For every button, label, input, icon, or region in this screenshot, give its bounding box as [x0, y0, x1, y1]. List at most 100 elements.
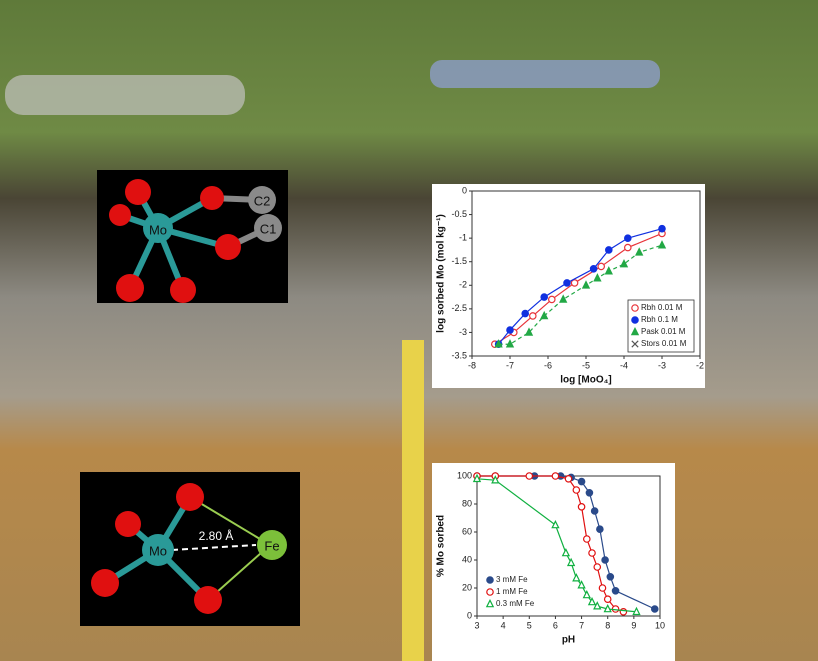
chart: -8 -7 -6 -5 -4 -3 -2 0 -0.5 -1 -1.5 -2 -2.5 -3 -3.5 log…	[432, 184, 705, 388]
legend-label: Rbh 0.1 M	[641, 315, 678, 324]
data-point	[564, 474, 573, 483]
legend-marker	[630, 326, 640, 336]
y-tick-label: -2.5	[451, 303, 467, 313]
x-tick-label: 5	[527, 620, 532, 630]
data-point	[623, 234, 632, 242]
legend-marker	[631, 340, 639, 348]
legend-marker	[486, 576, 494, 584]
x-tick-label: 7	[579, 620, 584, 630]
data-point	[525, 472, 534, 480]
data-point	[551, 519, 560, 529]
data-point	[572, 486, 581, 494]
x-tick-label: 9	[631, 620, 636, 630]
data-point	[658, 224, 666, 233]
data-point	[570, 279, 579, 287]
chart-background	[432, 463, 675, 661]
y-tick-label: 80	[462, 498, 472, 508]
data-point	[547, 295, 556, 304]
y-tick-label: -1	[459, 233, 467, 243]
measuring-tape	[402, 340, 424, 661]
data-point	[506, 326, 514, 334]
x-tick-label: -5	[582, 360, 590, 370]
legend-label: Pask 0.01 M	[641, 327, 686, 336]
y-tick-label: 0	[467, 610, 472, 620]
data-point	[572, 573, 581, 582]
x-tick-label: -7	[506, 360, 514, 370]
x-axis-label: pH	[562, 635, 575, 646]
legend-label: Stors 0.01 M	[641, 339, 687, 348]
data-point	[551, 472, 560, 480]
data-point	[566, 557, 576, 567]
data-point	[582, 535, 591, 543]
atom-label: Mo	[149, 543, 167, 558]
data-point	[582, 589, 591, 599]
y-tick-label: -0.5	[451, 209, 467, 219]
legend-label: 3 mM Fe	[496, 575, 528, 584]
legend-marker	[486, 588, 494, 596]
data-point	[597, 262, 606, 271]
data-point	[590, 507, 599, 515]
data-point	[561, 547, 571, 557]
y-tick-label: 60	[462, 526, 472, 536]
data-point	[472, 473, 482, 483]
x-tick-label: -2	[696, 360, 704, 370]
data-point	[588, 549, 596, 557]
data-point	[491, 475, 500, 484]
legend-label: 0.3 mM Fe	[496, 599, 535, 608]
data-point	[524, 327, 534, 336]
y-tick-label: -2	[459, 280, 467, 290]
x-tick-label: -3	[658, 360, 666, 370]
data-point	[598, 584, 607, 592]
y-tick-label: 20	[462, 582, 472, 592]
data-point	[604, 246, 613, 254]
data-point	[632, 606, 641, 616]
x-tick-label: 4	[501, 620, 506, 630]
legend-marker	[631, 304, 639, 312]
legend: 3 mM Fe 1 mM Fe 0.3 mM Fe	[485, 575, 535, 608]
data-point	[606, 572, 615, 581]
data-point	[593, 601, 602, 610]
data-point	[559, 294, 568, 303]
x-tick-label: 10	[655, 620, 665, 630]
data-point	[623, 243, 632, 252]
x-tick-label: 3	[474, 620, 479, 630]
molecule-diagram: Mo Fe 2.80 Å	[80, 472, 300, 626]
data-point	[635, 247, 644, 256]
y-tick-label: -3.5	[451, 350, 467, 360]
distance-label: 2.80 Å	[199, 528, 234, 543]
data-point	[494, 339, 503, 348]
data-point	[581, 280, 591, 289]
data-point	[521, 309, 530, 318]
data-point	[604, 266, 613, 275]
data-point	[505, 339, 515, 348]
data-point	[603, 603, 612, 613]
data-point	[619, 259, 629, 268]
data-point	[603, 595, 612, 604]
atom-label: Fe	[264, 538, 279, 553]
data-point	[540, 310, 549, 320]
legend-label: 1 mM Fe	[496, 587, 528, 596]
x-tick-label: 8	[605, 620, 610, 630]
data-point	[577, 477, 586, 486]
data-point	[577, 502, 586, 511]
atom-label: Mo	[149, 222, 167, 237]
data-point	[589, 264, 598, 273]
data-point	[650, 605, 659, 613]
data-point	[528, 312, 537, 320]
y-tick-label: -3	[459, 327, 467, 337]
y-tick-label: 100	[457, 470, 472, 480]
data-point	[611, 586, 620, 595]
atom-label: C2	[254, 193, 271, 208]
data-point	[596, 525, 604, 534]
y-tick-label: 0	[462, 185, 467, 195]
data-point	[601, 556, 609, 564]
legend-marker	[631, 316, 639, 324]
x-tick-label: -4	[620, 360, 628, 370]
data-point	[540, 293, 549, 301]
x-tick-label: -6	[544, 360, 552, 370]
legend-box	[627, 299, 695, 353]
y-tick-label: -1.5	[451, 256, 467, 266]
data-point	[657, 240, 667, 249]
